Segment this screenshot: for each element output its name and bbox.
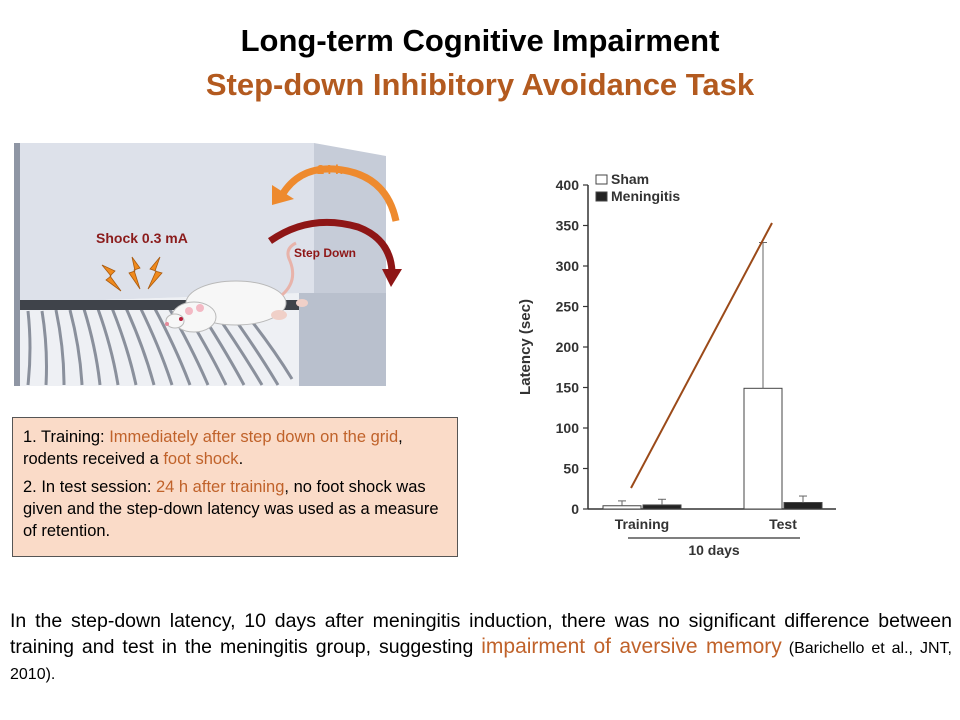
- legend-label-sham: Sham: [611, 171, 649, 187]
- x-tick-label: Test: [769, 516, 797, 532]
- shock-label: Shock 0.3 mA: [96, 230, 188, 246]
- legend-label-meningitis: Meningitis: [611, 188, 680, 204]
- conclusion-highlight: impairment of aversive memory: [481, 635, 782, 658]
- y-tick-label: 150: [556, 380, 580, 396]
- x-tick-label: Training: [615, 516, 669, 532]
- arrow-24h-icon: [279, 165, 400, 222]
- grid-rail: [20, 300, 299, 310]
- y-tick-label: 250: [556, 299, 580, 315]
- y-tick-label: 400: [556, 177, 580, 193]
- conclusion-body: In the step-down latency, 10 days after …: [10, 610, 952, 658]
- y-axis-title: Latency (sec): [517, 299, 534, 395]
- lightning-bolt-icon: [101, 256, 163, 292]
- apparatus-platform: [299, 293, 386, 386]
- arrow-24h-label: 24 h: [317, 162, 343, 177]
- procedure-description-box: 1. Training: Immediately after step down…: [12, 417, 458, 557]
- bar-sham-training: [602, 505, 642, 510]
- legend-swatch-meningitis: [595, 191, 608, 202]
- arrow-stepdown-label: Step Down: [294, 246, 356, 260]
- step1-prefix: 1. Training:: [23, 428, 110, 446]
- pointer-line: [630, 222, 773, 489]
- step1-middle: , rodents received a: [23, 428, 403, 468]
- rat-icon: [165, 241, 308, 333]
- arrow-stepdown-icon: [267, 218, 396, 272]
- slide-title: Long-term Cognitive Impairment: [240, 23, 720, 58]
- step1-highlight-shock: foot shock: [163, 450, 239, 468]
- step2-prefix: 2. In test session:: [23, 478, 156, 496]
- step2-highlight-timing: 24 h after training: [155, 478, 285, 496]
- x-axis-title: 10 days: [688, 542, 740, 558]
- conclusion-text: In the step-down latency, 10 days after …: [10, 609, 952, 687]
- step1-suffix: .: [238, 450, 244, 468]
- y-tick-label: 300: [556, 258, 580, 274]
- latency-bar-chart: 0 50 100 150 200 250 300 350 400 Latency (sec) Tra…: [517, 171, 836, 558]
- apparatus-left-edge: [14, 143, 20, 386]
- y-tick-label: 350: [556, 218, 580, 234]
- apparatus-back-wall: [14, 143, 314, 303]
- step1-highlight-timing: Immediately after step down on the grid: [109, 428, 399, 446]
- bar-meningitis-test: [783, 502, 823, 510]
- step2-suffix: , no foot shock was given and the step-d…: [23, 478, 439, 540]
- slide-subtitle: Step-down Inhibitory Avoidance Task: [205, 67, 755, 102]
- y-tick-label: 0: [571, 501, 579, 517]
- conclusion-citation: (Barichello et al., JNT, 2010).: [10, 640, 952, 683]
- y-tick-label: 50: [563, 461, 579, 477]
- bar-meningitis-training: [642, 504, 682, 510]
- legend-swatch-sham: [595, 174, 608, 185]
- bar-sham-test: [743, 387, 783, 510]
- procedure-step-1: 1. Training: Immediately after step down…: [23, 426, 447, 470]
- procedure-step-2: 2. In test session: 24 h after training,…: [23, 476, 447, 542]
- step-down-apparatus-illustration: Shock 0.3 mA 24 h Step Down: [14, 143, 402, 386]
- y-tick-label: 100: [556, 420, 580, 436]
- y-tick-label: 200: [556, 339, 580, 355]
